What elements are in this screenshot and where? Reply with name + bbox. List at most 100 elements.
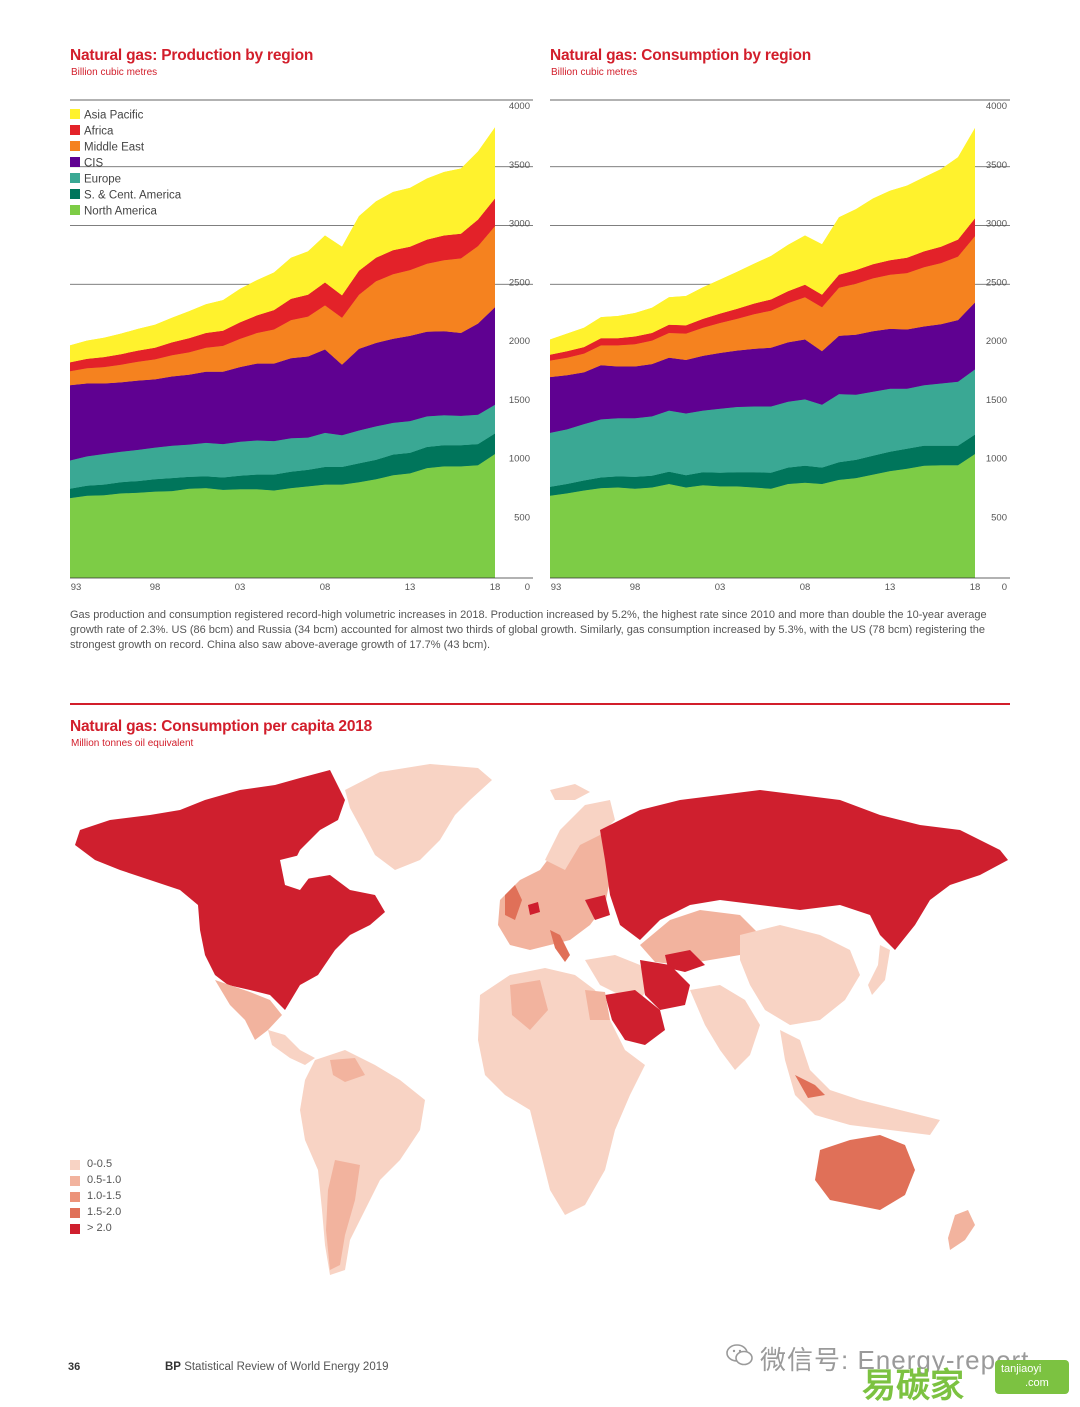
y-tick-label: 2500 bbox=[509, 277, 530, 288]
y-tick-label: 500 bbox=[991, 512, 1007, 523]
legend-swatch bbox=[70, 141, 80, 151]
area-overlay bbox=[550, 454, 975, 578]
map-legend-swatch bbox=[70, 1224, 80, 1234]
map-turkmenistan bbox=[665, 950, 705, 972]
area-overlay bbox=[70, 307, 495, 461]
map-legend-label: 1.0-1.5 bbox=[87, 1190, 122, 1202]
map-legend-swatch bbox=[70, 1192, 80, 1202]
y-tick-label: 0 bbox=[1002, 582, 1007, 593]
legend-swatch bbox=[70, 189, 80, 199]
area-overlay bbox=[550, 218, 975, 361]
map-algeria bbox=[510, 980, 548, 1030]
map-legend-label: > 2.0 bbox=[87, 1222, 112, 1234]
wechat-icon bbox=[725, 1340, 755, 1370]
map-iceland bbox=[550, 784, 590, 800]
watermark-site-tld: .com bbox=[1025, 1377, 1049, 1389]
area-overlay bbox=[550, 302, 975, 433]
map-legend-label: 1.5-2.0 bbox=[87, 1206, 122, 1218]
consumption-chart: 0 500 1000 1500 2000 2500 3000 3500 4000 93 98 03 08… bbox=[550, 99, 1010, 593]
area-overlay bbox=[550, 369, 975, 487]
watermark-wechat: 微信号: Energy-report bbox=[760, 1345, 1030, 1375]
map-egypt bbox=[585, 990, 610, 1020]
map-subtitle: Million tonnes oil equivalent bbox=[71, 738, 194, 749]
page-number: 36 bbox=[68, 1361, 81, 1373]
area-overlay bbox=[550, 236, 975, 378]
y-tick-label: 3000 bbox=[509, 219, 530, 230]
watermark-site-cn: 易碳家 bbox=[862, 1367, 964, 1405]
map-southeast-asia bbox=[780, 1030, 940, 1135]
map-belarus-ukraine bbox=[585, 895, 610, 920]
map-scandinavia bbox=[545, 800, 615, 870]
y-tick-label: 2000 bbox=[986, 336, 1007, 347]
map-central-asia bbox=[640, 910, 760, 965]
x-tick-label: 08 bbox=[320, 582, 331, 593]
production-chart-subtitle: Billion cubic metres bbox=[71, 67, 158, 78]
map-malaysia bbox=[795, 1075, 825, 1098]
legend-label: CIS bbox=[84, 158, 104, 170]
map-title: Natural gas: Consumption per capita 2018 bbox=[70, 718, 373, 735]
y-tick-label: 1000 bbox=[509, 454, 530, 465]
footer-publication: BP Statistical Review of World Energy 20… bbox=[165, 1361, 389, 1373]
production-chart-title: Natural gas: Production by region bbox=[70, 47, 314, 64]
x-tick-label: 03 bbox=[235, 582, 246, 593]
legend-swatch bbox=[70, 173, 80, 183]
map-europe bbox=[498, 825, 615, 950]
y-tick-label: 3000 bbox=[986, 219, 1007, 230]
world-map bbox=[75, 764, 1008, 1275]
production-legend: Asia Pacific Africa Middle East CIS Europe S.… bbox=[70, 109, 182, 218]
map-north-america bbox=[75, 770, 385, 1010]
watermark-site-en: tanjiaoyi bbox=[1001, 1363, 1042, 1375]
map-south-america bbox=[300, 1050, 425, 1275]
map-central-america bbox=[268, 1030, 315, 1065]
legend-swatch bbox=[70, 157, 80, 167]
x-tick-label: 13 bbox=[885, 582, 896, 593]
legend-label: North America bbox=[84, 206, 157, 218]
y-tick-label: 4000 bbox=[509, 101, 530, 112]
x-tick-label: 98 bbox=[150, 582, 161, 593]
y-tick-label: 2500 bbox=[986, 277, 1007, 288]
x-tick-label: 08 bbox=[800, 582, 811, 593]
area-overlay bbox=[550, 128, 975, 355]
legend-swatch bbox=[70, 109, 80, 119]
map-argentina bbox=[326, 1160, 360, 1270]
watermark-badge: tanjiaoyi .com bbox=[995, 1360, 1069, 1394]
x-tick-label: 98 bbox=[630, 582, 641, 593]
y-tick-label: 2000 bbox=[509, 336, 530, 347]
area-overlay bbox=[550, 434, 975, 496]
map-iran bbox=[640, 960, 690, 1010]
area-overlay bbox=[70, 454, 495, 578]
legend-label: Asia Pacific bbox=[84, 110, 144, 122]
y-tick-label: 0 bbox=[525, 582, 530, 593]
legend-swatch bbox=[70, 205, 80, 215]
map-legend-label: 0.5-1.0 bbox=[87, 1174, 122, 1186]
area-overlay bbox=[70, 404, 495, 489]
production-chart: 0 500 1000 1500 2000 2500 3000 3500 4000 93 98 03 08… bbox=[70, 99, 533, 593]
y-tick-label: 1000 bbox=[986, 454, 1007, 465]
y-tick-label: 3500 bbox=[986, 160, 1007, 171]
x-tick-label: 18 bbox=[970, 582, 981, 593]
map-legend-swatch bbox=[70, 1160, 80, 1170]
map-greenland bbox=[345, 764, 492, 870]
x-tick-label: 03 bbox=[715, 582, 726, 593]
legend-label: Europe bbox=[84, 174, 121, 186]
y-tick-label: 1500 bbox=[986, 395, 1007, 406]
map-japan bbox=[868, 945, 890, 995]
legend-swatch bbox=[70, 125, 80, 135]
x-tick-label: 93 bbox=[551, 582, 562, 593]
consumption-chart-subtitle: Billion cubic metres bbox=[551, 67, 638, 78]
map-mexico bbox=[215, 980, 282, 1040]
x-tick-label: 13 bbox=[405, 582, 416, 593]
map-uk bbox=[505, 885, 522, 920]
consumption-chart-title: Natural gas: Consumption by region bbox=[550, 47, 812, 64]
legend-label: Africa bbox=[84, 126, 114, 138]
charts-canvas: 0 500 1000 1500 2000 2500 3000 3500 4000 93 98 03 08… bbox=[70, 99, 1010, 593]
map-middle-east bbox=[585, 955, 650, 1000]
map-saudi-arabia bbox=[605, 990, 665, 1045]
map-italy bbox=[550, 930, 570, 962]
map-netherlands bbox=[528, 902, 540, 915]
map-hudson-bay bbox=[280, 855, 315, 890]
map-new-zealand bbox=[948, 1210, 975, 1250]
legend-label: S. & Cent. America bbox=[84, 190, 182, 202]
map-legend-swatch bbox=[70, 1176, 80, 1186]
section-divider bbox=[70, 703, 1010, 705]
